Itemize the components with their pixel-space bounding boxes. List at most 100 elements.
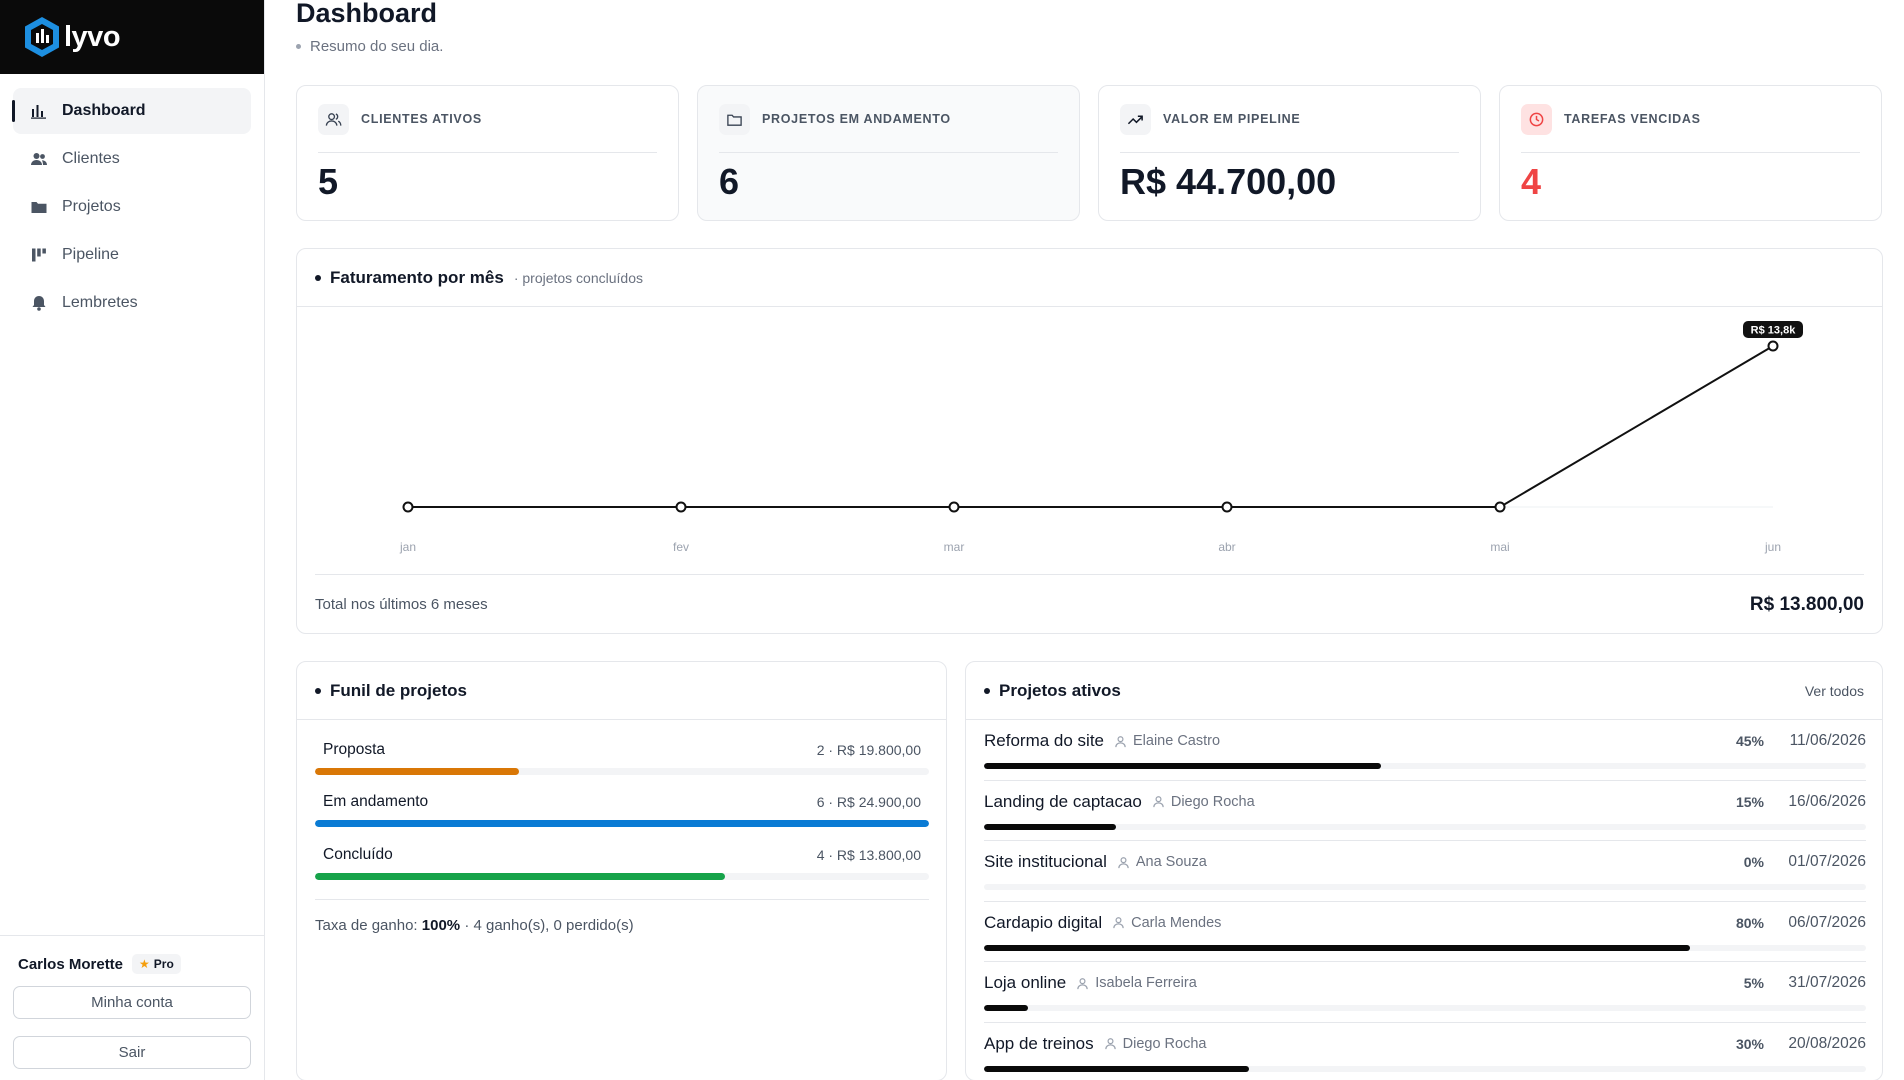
funnel-stage-meta: 2 · R$ 19.800,00 [816,742,921,758]
main-content: Dashboard Resumo do seu dia. CLIENTES AT… [296,0,1883,1080]
funnel-stage-name: Em andamento [323,793,429,810]
sidebar-item-clientes[interactable]: Clientes [13,136,251,182]
bullet-icon [296,44,301,49]
x-tick-label: jun [1764,540,1781,554]
stat-value: 6 [719,161,740,202]
chart-footer: Total nos últimos 6 meses R$ 13.800,00 [315,574,1864,634]
win-rate-label: Taxa de ganho: [315,917,418,934]
progress-track [984,884,1866,890]
funnel-stage: Em andamento 6 · R$ 24.900,00 [315,790,929,827]
funnel-stage: Proposta 2 · R$ 19.800,00 [315,738,929,775]
project-owner-name: Elaine Castro [1133,733,1221,749]
series-line [408,345,1774,508]
project-owner: Diego Rocha [1152,794,1255,810]
project-due-date: 20/08/2026 [1788,1034,1866,1052]
sidebar-item-dashboard[interactable]: Dashboard [12,88,251,134]
funnel-stage: Concluído 4 · R$ 13.800,00 [315,843,929,880]
sidebar-item-pipeline[interactable]: Pipeline [13,232,251,278]
logo-text: lyvo [64,20,121,53]
x-tick-label: mai [1490,540,1509,554]
stat-card-header: VALOR EM PIPELINE [1120,86,1459,153]
win-rate-value: 100% [421,917,461,934]
plan-badge-label: Pro [153,957,174,971]
progress-fill [984,1005,1029,1011]
stat-value: 5 [318,161,339,202]
stat-card-pipeline[interactable]: VALOR EM PIPELINE R$ 44.700,00 [1098,85,1481,221]
progress-track [984,1065,1866,1072]
progress-fill [984,823,1117,830]
user-icon [1113,917,1124,929]
progress-track [984,1005,1866,1011]
sidebar-item-lembretes[interactable]: Lembretes [13,280,251,326]
my-account-button[interactable]: Minha conta [13,986,251,1019]
users-icon [318,103,349,135]
stat-label: CLIENTES ATIVOS [361,112,482,126]
project-due-date: 16/06/2026 [1788,792,1866,810]
stat-label: VALOR EM PIPELINE [1163,112,1301,126]
logo-mark-icon [25,17,59,57]
revenue-chart-card: Faturamento por mês · projetos concluído… [296,248,1883,634]
project-row[interactable]: Loja online Isabela Ferreira 5% 31/07/20… [984,962,1866,1023]
sidebar: lyvo Dashboard Clientes Projetos Pipelin… [0,0,265,1080]
funnel-stage-meta: 6 · R$ 24.900,00 [816,794,921,810]
data-point [675,501,687,513]
project-list: Reforma do site Elaine Castro 45% 11/06/… [984,720,1866,1080]
active-projects-card: Projetos ativos Ver todos Reforma do sit… [965,661,1883,1080]
section-title: Funil de projetos [330,680,467,700]
progress-track [315,873,929,880]
progress-fill [984,763,1381,769]
stat-card-overdue[interactable]: TAREFAS VENCIDAS 4 [1499,85,1882,221]
project-progress: 15% [1735,793,1764,810]
user-icon [1104,1038,1116,1050]
project-row[interactable]: Reforma do site Elaine Castro 45% 11/06/… [984,720,1866,781]
project-row[interactable]: Landing de captacao Diego Rocha 15% 16/0… [984,781,1866,841]
users-icon [28,148,50,170]
progress-track [984,823,1866,830]
progress-fill [984,1065,1249,1072]
sidebar-item-label: Dashboard [62,102,146,119]
project-due-date: 11/06/2026 [1789,732,1866,749]
project-progress: 5% [1743,975,1764,991]
trending-up-icon [1120,103,1151,135]
bell-icon [28,292,50,314]
stat-label: PROJETOS EM ANDAMENTO [762,112,951,126]
data-point [1221,501,1233,513]
sidebar-item-projetos[interactable]: Projetos [13,184,251,230]
stat-card-header: TAREFAS VENCIDAS [1521,86,1860,153]
user-panel: Carlos Morette ★ Pro Minha conta Sair [0,935,264,1080]
stat-card-projects[interactable]: PROJETOS EM ANDAMENTO 6 [697,85,1080,221]
sidebar-item-label: Clientes [62,150,120,167]
stat-label: TAREFAS VENCIDAS [1564,112,1701,126]
progress-track [984,763,1866,769]
logo[interactable]: lyvo [0,0,264,74]
progress-fill [315,820,929,827]
data-point [948,501,960,513]
project-row[interactable]: Cardapio digital Carla Mendes 80% 06/07/… [984,902,1866,962]
page-subtitle-text: Resumo do seu dia. [310,38,444,55]
project-name: App de treinos [984,1033,1094,1053]
project-owner: Isabela Ferreira [1076,975,1197,991]
data-point [1494,501,1506,513]
view-all-link[interactable]: Ver todos [1804,682,1864,699]
funnel-card: Funil de projetos Proposta 2 · R$ 19.800… [296,661,947,1080]
project-row[interactable]: Site institucional Ana Souza 0% 01/07/20… [984,841,1866,902]
progress-track [315,768,929,775]
funnel-stage-name: Proposta [323,741,386,758]
sidebar-item-label: Pipeline [62,246,119,263]
stat-card-header: CLIENTES ATIVOS [318,86,657,153]
page-subtitle: Resumo do seu dia. [296,38,443,55]
project-owner: Ana Souza [1117,854,1207,870]
bullet-icon [984,687,990,694]
x-tick-label: abr [1218,540,1235,554]
chart-total-value: R$ 13.800,00 [1749,593,1864,615]
stat-card-clients[interactable]: CLIENTES ATIVOS 5 [296,85,679,221]
data-point [1767,340,1779,352]
progress-track [315,820,929,827]
logout-button[interactable]: Sair [13,1036,251,1069]
section-header: Funil de projetos [297,662,946,720]
chart-total-label: Total nos últimos 6 meses [315,596,488,613]
project-row[interactable]: App de treinos Diego Rocha 30% 20/08/202… [984,1023,1866,1080]
section-title: Faturamento por mês [330,267,504,287]
clock-icon [1521,103,1552,135]
x-tick-label: jan [399,540,416,554]
